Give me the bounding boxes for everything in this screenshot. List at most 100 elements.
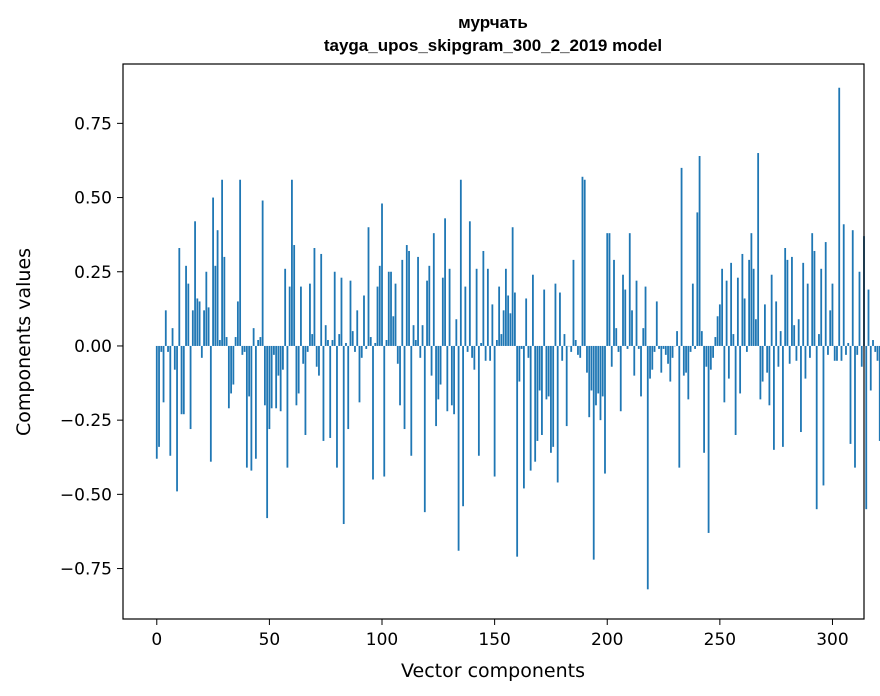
bar xyxy=(854,345,856,468)
bar xyxy=(633,345,636,376)
bars-group xyxy=(155,87,880,590)
bar xyxy=(572,259,575,346)
bar xyxy=(775,301,778,346)
bar xyxy=(232,345,235,385)
bar xyxy=(631,310,633,346)
bar xyxy=(367,227,370,346)
bar xyxy=(369,337,372,346)
bar xyxy=(227,345,230,409)
bar xyxy=(300,286,302,346)
bar xyxy=(358,345,361,403)
bar xyxy=(712,345,714,358)
bar xyxy=(878,345,880,441)
bar xyxy=(439,345,442,385)
bar xyxy=(664,345,667,355)
bar xyxy=(363,295,365,346)
bar xyxy=(259,337,262,346)
bar xyxy=(705,345,708,367)
bar xyxy=(694,345,696,349)
bar xyxy=(667,345,669,364)
bar xyxy=(727,345,730,379)
bar xyxy=(340,277,343,346)
bar xyxy=(523,345,525,489)
bar xyxy=(331,340,334,346)
bar xyxy=(216,230,219,346)
bar xyxy=(223,256,226,346)
bar xyxy=(302,345,305,364)
bar xyxy=(745,345,748,352)
bar xyxy=(437,345,440,400)
bar xyxy=(333,271,336,346)
bar xyxy=(579,345,582,358)
bar xyxy=(588,345,591,418)
bar xyxy=(644,286,647,346)
bar xyxy=(845,345,847,355)
bar xyxy=(581,176,584,346)
bar xyxy=(475,268,478,346)
bar xyxy=(615,328,618,346)
bar xyxy=(804,345,807,379)
y-tick-label: 0.00 xyxy=(74,337,112,357)
bar xyxy=(273,345,275,355)
bar xyxy=(851,230,854,346)
bar xyxy=(327,340,329,346)
bar xyxy=(279,345,282,412)
bar xyxy=(160,345,163,352)
bar xyxy=(561,345,564,361)
bar xyxy=(236,301,239,346)
bar xyxy=(164,310,167,346)
bar xyxy=(306,345,309,352)
bar xyxy=(653,345,656,352)
bar xyxy=(750,233,753,346)
bar xyxy=(534,345,537,462)
bar xyxy=(248,345,251,397)
bar xyxy=(477,345,480,456)
bar xyxy=(516,345,519,557)
bar xyxy=(520,345,523,349)
bar xyxy=(556,345,559,483)
bar xyxy=(426,280,428,346)
bar xyxy=(545,345,548,400)
bar xyxy=(493,345,496,477)
bar xyxy=(590,345,593,391)
bar xyxy=(378,265,381,346)
bar xyxy=(468,221,471,346)
y-axis-label: Components values xyxy=(13,248,35,436)
bar xyxy=(547,345,550,397)
bar xyxy=(849,345,852,444)
bar xyxy=(554,283,557,346)
bar xyxy=(610,345,613,367)
bar xyxy=(824,242,827,346)
bar xyxy=(597,345,600,394)
bar xyxy=(338,334,341,346)
bar xyxy=(412,325,415,346)
bar xyxy=(502,310,505,346)
bar xyxy=(739,345,742,394)
bar xyxy=(430,345,433,376)
bar xyxy=(757,153,760,346)
bar xyxy=(495,340,498,346)
bar xyxy=(734,345,737,435)
bar xyxy=(297,345,300,394)
bar xyxy=(383,345,386,477)
bar xyxy=(293,245,296,346)
bar xyxy=(642,328,645,346)
bar xyxy=(286,345,289,468)
bar xyxy=(243,345,246,352)
bar xyxy=(466,345,469,352)
bar xyxy=(764,304,766,346)
bar xyxy=(716,316,719,346)
bar xyxy=(455,319,458,346)
bar xyxy=(687,345,690,400)
bar xyxy=(809,345,811,358)
bar xyxy=(660,345,663,373)
bar xyxy=(818,334,820,346)
bar xyxy=(304,345,307,435)
bar xyxy=(586,345,588,373)
bar xyxy=(198,301,201,346)
bar xyxy=(428,265,431,346)
bar xyxy=(270,345,273,409)
bar xyxy=(405,245,408,346)
chart-title: мурчать xyxy=(458,13,528,32)
bar xyxy=(707,345,710,533)
